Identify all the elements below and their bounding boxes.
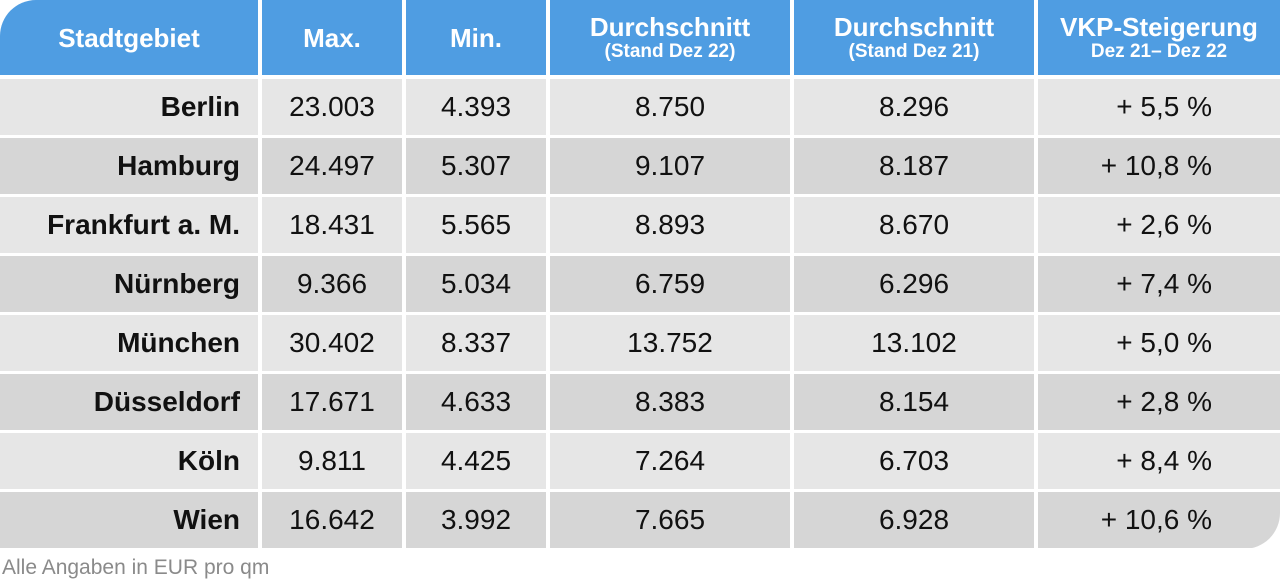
- cell-avg-22: 13.752: [550, 315, 790, 371]
- header-min: Min.: [406, 0, 546, 75]
- cell-min: 5.307: [406, 138, 546, 194]
- cell-max: 16.642: [262, 492, 402, 548]
- cell-change: + 10,8 %: [1038, 138, 1280, 194]
- header-avg-22: Durchschnitt (Stand Dez 22): [550, 0, 790, 75]
- cell-avg-21: 6.703: [794, 433, 1034, 489]
- cell-min: 5.565: [406, 197, 546, 253]
- cell-avg-22: 8.750: [550, 79, 790, 135]
- cell-avg-22: 7.264: [550, 433, 790, 489]
- cell-max: 9.366: [262, 256, 402, 312]
- cell-avg-22: 6.759: [550, 256, 790, 312]
- cell-city: Hamburg: [0, 138, 258, 194]
- header-vkp-subtitle: Dez 21– Dez 22: [1090, 40, 1228, 62]
- cell-max: 30.402: [262, 315, 402, 371]
- cell-avg-21: 8.296: [794, 79, 1034, 135]
- header-avg-21: Durchschnitt (Stand Dez 21): [794, 0, 1034, 75]
- header-vkp: VKP-Steigerung Dez 21– Dez 22: [1038, 0, 1280, 75]
- cell-avg-21: 6.928: [794, 492, 1034, 548]
- cell-city: Köln: [0, 433, 258, 489]
- header-min-title: Min.: [450, 22, 502, 53]
- cell-min: 5.034: [406, 256, 546, 312]
- cell-min: 3.992: [406, 492, 546, 548]
- cell-avg-21: 8.187: [794, 138, 1034, 194]
- cell-change: + 2,6 %: [1038, 197, 1280, 253]
- cell-max: 23.003: [262, 79, 402, 135]
- header-vkp-title: VKP-Steigerung: [1060, 11, 1258, 42]
- cell-max: 24.497: [262, 138, 402, 194]
- cell-avg-21: 8.154: [794, 374, 1034, 430]
- header-avg-22-subtitle: (Stand Dez 22): [604, 40, 736, 62]
- cell-avg-21: 6.296: [794, 256, 1034, 312]
- cell-avg-21: 8.670: [794, 197, 1034, 253]
- header-avg-22-title: Durchschnitt: [589, 11, 751, 42]
- cell-min: 4.633: [406, 374, 546, 430]
- price-table: Stadtgebiet Max. Min. Durchschnitt (Stan…: [0, 0, 1280, 549]
- cell-max: 9.811: [262, 433, 402, 489]
- cell-change: + 10,6 %: [1038, 492, 1280, 548]
- header-stadtgebiet-title: Stadtgebiet: [58, 22, 200, 53]
- cell-change: + 2,8 %: [1038, 374, 1280, 430]
- cell-change: + 5,0 %: [1038, 315, 1280, 371]
- header-avg-21-subtitle: (Stand Dez 21): [848, 40, 980, 62]
- header-max: Max.: [262, 0, 402, 75]
- cell-city: Frankfurt a. M.: [0, 197, 258, 253]
- header-avg-21-title: Durchschnitt: [833, 11, 995, 42]
- cell-change: + 8,4 %: [1038, 433, 1280, 489]
- cell-avg-22: 8.893: [550, 197, 790, 253]
- cell-min: 4.393: [406, 79, 546, 135]
- cell-city: München: [0, 315, 258, 371]
- cell-change: + 5,5 %: [1038, 79, 1280, 135]
- cell-city: Nürnberg: [0, 256, 258, 312]
- cell-avg-22: 8.383: [550, 374, 790, 430]
- cell-avg-22: 9.107: [550, 138, 790, 194]
- cell-min: 4.425: [406, 433, 546, 489]
- cell-change: + 7,4 %: [1038, 256, 1280, 312]
- cell-min: 8.337: [406, 315, 546, 371]
- cell-max: 17.671: [262, 374, 402, 430]
- header-stadtgebiet: Stadtgebiet: [0, 0, 258, 75]
- cell-avg-22: 7.665: [550, 492, 790, 548]
- cell-max: 18.431: [262, 197, 402, 253]
- cell-city: Wien: [0, 492, 258, 548]
- cell-city: Düsseldorf: [0, 374, 258, 430]
- footnote: Alle Angaben in EUR pro qm: [2, 556, 270, 579]
- cell-avg-21: 13.102: [794, 315, 1034, 371]
- header-max-title: Max.: [303, 22, 361, 53]
- cell-city: Berlin: [0, 79, 258, 135]
